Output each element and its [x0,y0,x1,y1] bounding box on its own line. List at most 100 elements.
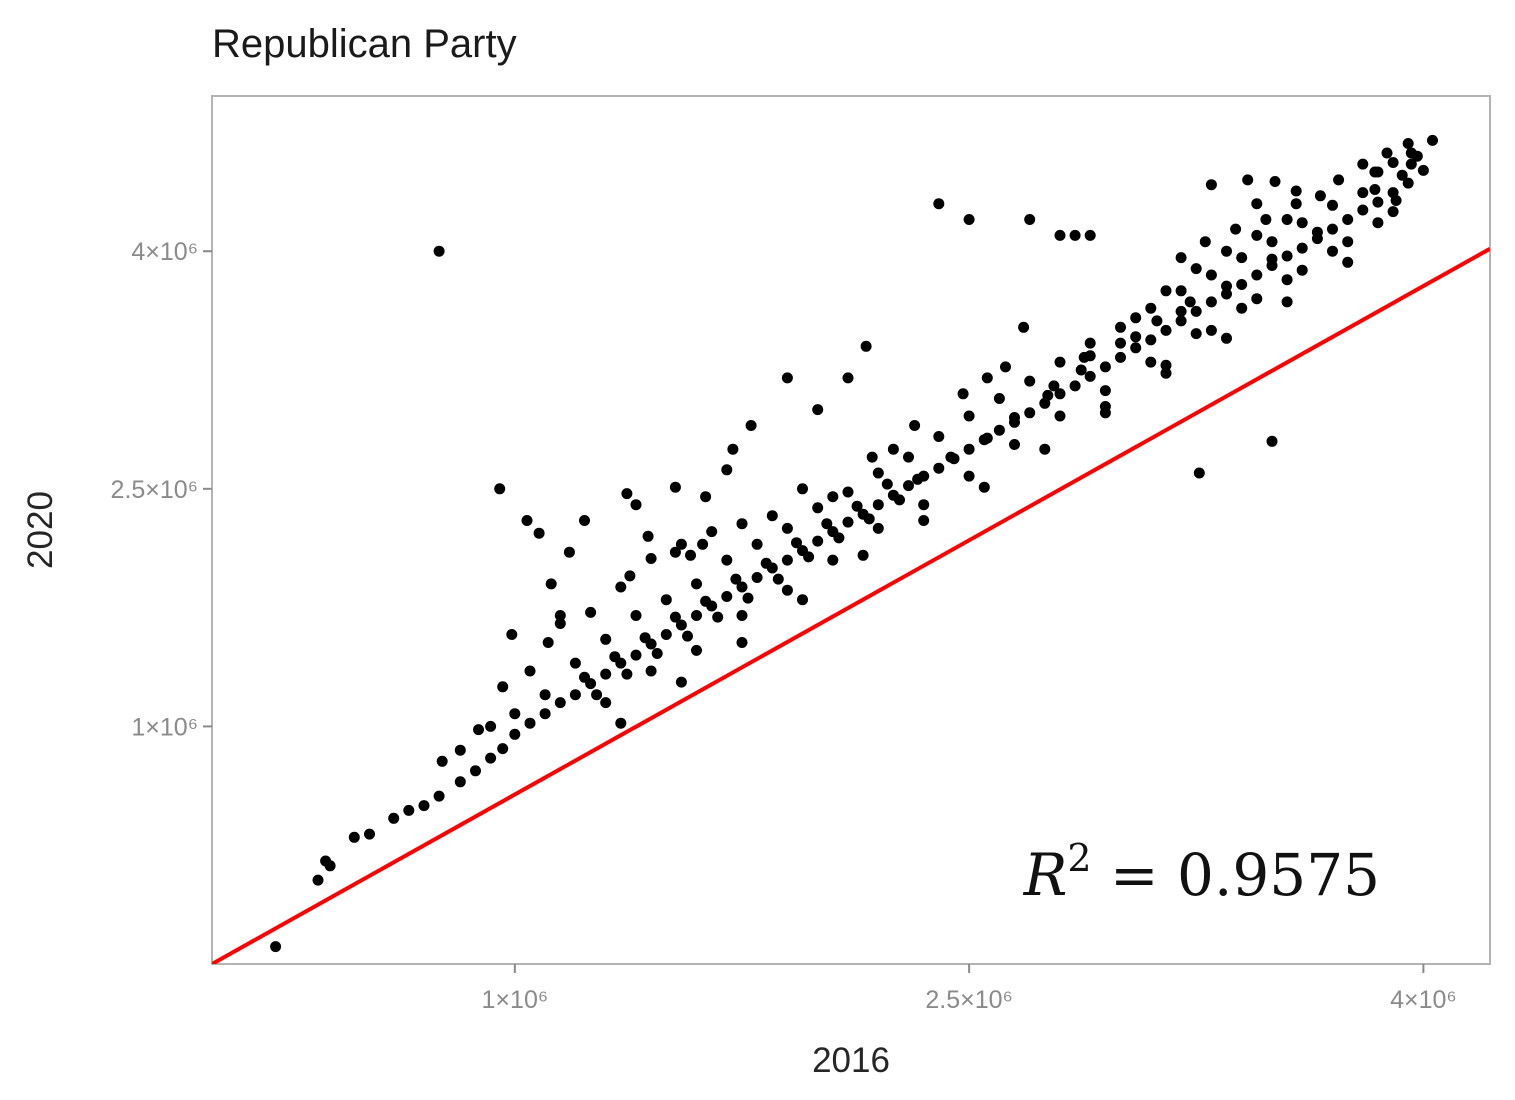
data-point [863,513,875,525]
data-point [675,676,687,688]
r-squared-base: R [1023,841,1068,909]
data-point [539,708,551,720]
data-point [1160,285,1172,297]
data-point [1327,223,1338,235]
data-point [669,546,681,558]
regression-line [212,247,1490,964]
data-point [485,720,497,732]
data-point [1075,364,1087,376]
data-point [521,515,533,526]
data-point [579,671,590,683]
data-point [470,765,481,777]
data-point [436,755,448,767]
data-point [324,860,336,872]
data-point [721,464,733,476]
data-point [1290,198,1302,210]
data-point [751,572,763,583]
data-point [797,483,808,495]
data-point [872,499,884,511]
data-point [1251,293,1263,305]
data-point [624,570,636,582]
data-point [1281,250,1293,262]
data-point [509,708,521,720]
data-point [1084,370,1096,382]
data-point [454,744,466,756]
data-point [554,610,566,621]
data-point [600,668,612,680]
data-point [388,812,400,824]
data-point [872,467,884,479]
data-point [1327,245,1338,257]
data-point [1269,176,1281,187]
data-point [1175,285,1187,297]
data-point [1190,263,1202,275]
data-point [494,483,506,495]
data-point [912,473,924,485]
y-axis: 1×10⁶ 2.5×10⁶ 4×10⁶ [111,238,212,741]
data-point [1042,389,1054,401]
data-point [1009,412,1020,423]
data-point [1402,177,1414,189]
data-point [1296,242,1308,254]
data-point [1160,359,1172,371]
data-point [1221,288,1232,300]
data-point [1054,410,1066,422]
data-point [1175,315,1187,327]
data-point [1290,185,1302,197]
data-point [642,530,654,542]
data-point [1130,312,1142,324]
data-point [1205,269,1217,281]
data-point [887,443,899,455]
data-point [700,491,712,503]
data-point [1281,274,1293,286]
data-point [1115,351,1126,363]
data-point [1145,334,1157,346]
data-point [812,535,824,547]
data-point [918,515,930,526]
data-point [945,451,957,463]
data-point [1145,356,1157,368]
data-point [903,451,914,463]
data-point [933,431,945,442]
data-point [1236,252,1248,264]
data-point [812,502,824,514]
r-squared-superscript: 2 [1067,836,1091,880]
data-point [1266,236,1278,248]
data-point [781,522,793,534]
y-axis-title: 2020 [21,491,60,569]
r-squared-value: = 0.9575 [1092,841,1380,909]
data-point [675,619,687,631]
data-point [760,557,772,569]
data-point [1357,187,1369,199]
x-tick-label: 1×10⁶ [482,986,549,1014]
data-point [1099,385,1111,397]
data-point [797,594,808,606]
data-point [742,592,754,604]
data-point [433,790,445,802]
y-tick-label: 2.5×10⁶ [111,476,198,504]
data-point [812,404,824,416]
data-point [1372,196,1384,208]
data-point [827,491,839,503]
data-point [727,443,739,455]
data-point [630,610,642,621]
r-squared-annotation: R2 = 0.9575 [1023,836,1380,909]
data-point [615,717,627,729]
data-point [660,629,672,640]
data-point [1205,179,1217,191]
data-point [1296,217,1308,229]
data-point [270,941,282,953]
data-point [1084,229,1096,241]
data-point [1260,214,1272,225]
data-point [554,618,566,629]
data-point [1115,321,1126,333]
data-point [721,554,733,566]
data-point [660,594,672,606]
data-point [1175,305,1187,317]
data-point [645,553,657,564]
data-point [621,668,633,680]
data-point [766,510,778,522]
data-point [1296,264,1308,276]
data-point [1054,356,1066,368]
data-point [821,518,833,530]
